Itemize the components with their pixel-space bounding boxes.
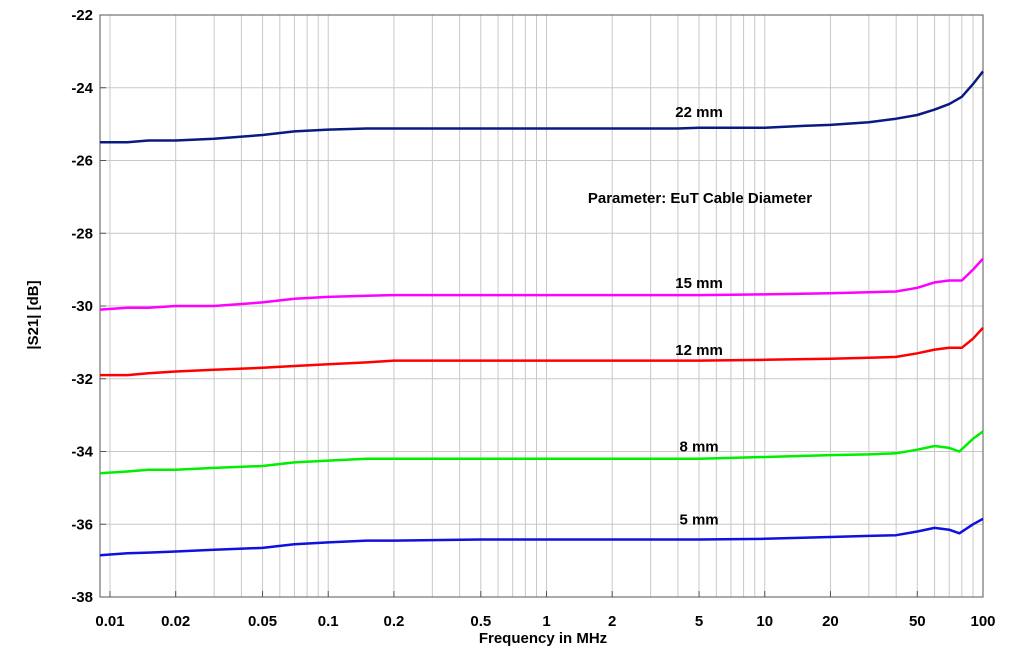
x-tick-label: 0.1 xyxy=(318,613,339,630)
y-tick-label: -32 xyxy=(71,371,93,388)
x-tick-label: 50 xyxy=(909,613,926,630)
series-label: 22 mm xyxy=(675,104,723,121)
series-labels: 22 mm 15 mm 12 mm 8 mm 5 mm xyxy=(675,104,723,528)
series-lines xyxy=(99,70,984,557)
y-tick-label: -34 xyxy=(71,444,93,461)
y-tick-label: -38 xyxy=(71,589,93,606)
series-line-15-mm xyxy=(99,257,984,311)
chart-annotation: Parameter: EuT Cable Diameter xyxy=(588,190,812,207)
y-tick-label: -28 xyxy=(71,225,93,242)
series-label: 12 mm xyxy=(675,342,723,359)
grid xyxy=(100,14,984,598)
y-tick-label: -30 xyxy=(71,298,93,315)
x-tick-label: 0.02 xyxy=(161,613,190,630)
y-tick-label: -24 xyxy=(71,80,93,97)
tick-labels: 0.01 0.02 0.05 0.1 0.2 0.5 1 2 5 10 20 50 100 -22 -24 -… xyxy=(71,7,995,630)
x-tick-label: 1 xyxy=(542,613,550,630)
x-tick-label: 0.5 xyxy=(470,613,491,630)
y-tick-label: -22 xyxy=(71,7,93,24)
y-axis-title: |S21| [dB] xyxy=(25,280,42,349)
x-tick-label: 10 xyxy=(756,613,773,630)
series-line-12-mm xyxy=(100,326,984,377)
series-label: 15 mm xyxy=(675,275,723,292)
x-tick-label: 20 xyxy=(822,613,839,630)
series-line-5-mm xyxy=(99,517,984,557)
x-tick-label: 100 xyxy=(970,613,995,630)
series-line-8-mm xyxy=(99,430,984,475)
x-tick-label: 0.01 xyxy=(95,613,124,630)
series-label: 5 mm xyxy=(679,511,718,528)
x-tick-label: 2 xyxy=(608,613,616,630)
x-tick-label: 5 xyxy=(695,613,703,630)
series-line-22-mm xyxy=(100,70,984,144)
y-tick-label: -36 xyxy=(71,516,93,533)
series-label: 8 mm xyxy=(679,439,718,456)
x-axis-title: Frequency in MHz xyxy=(479,630,607,647)
x-tick-label: 0.2 xyxy=(384,613,405,630)
x-tick-label: 0.05 xyxy=(248,613,277,630)
y-tick-label: -26 xyxy=(71,153,93,170)
